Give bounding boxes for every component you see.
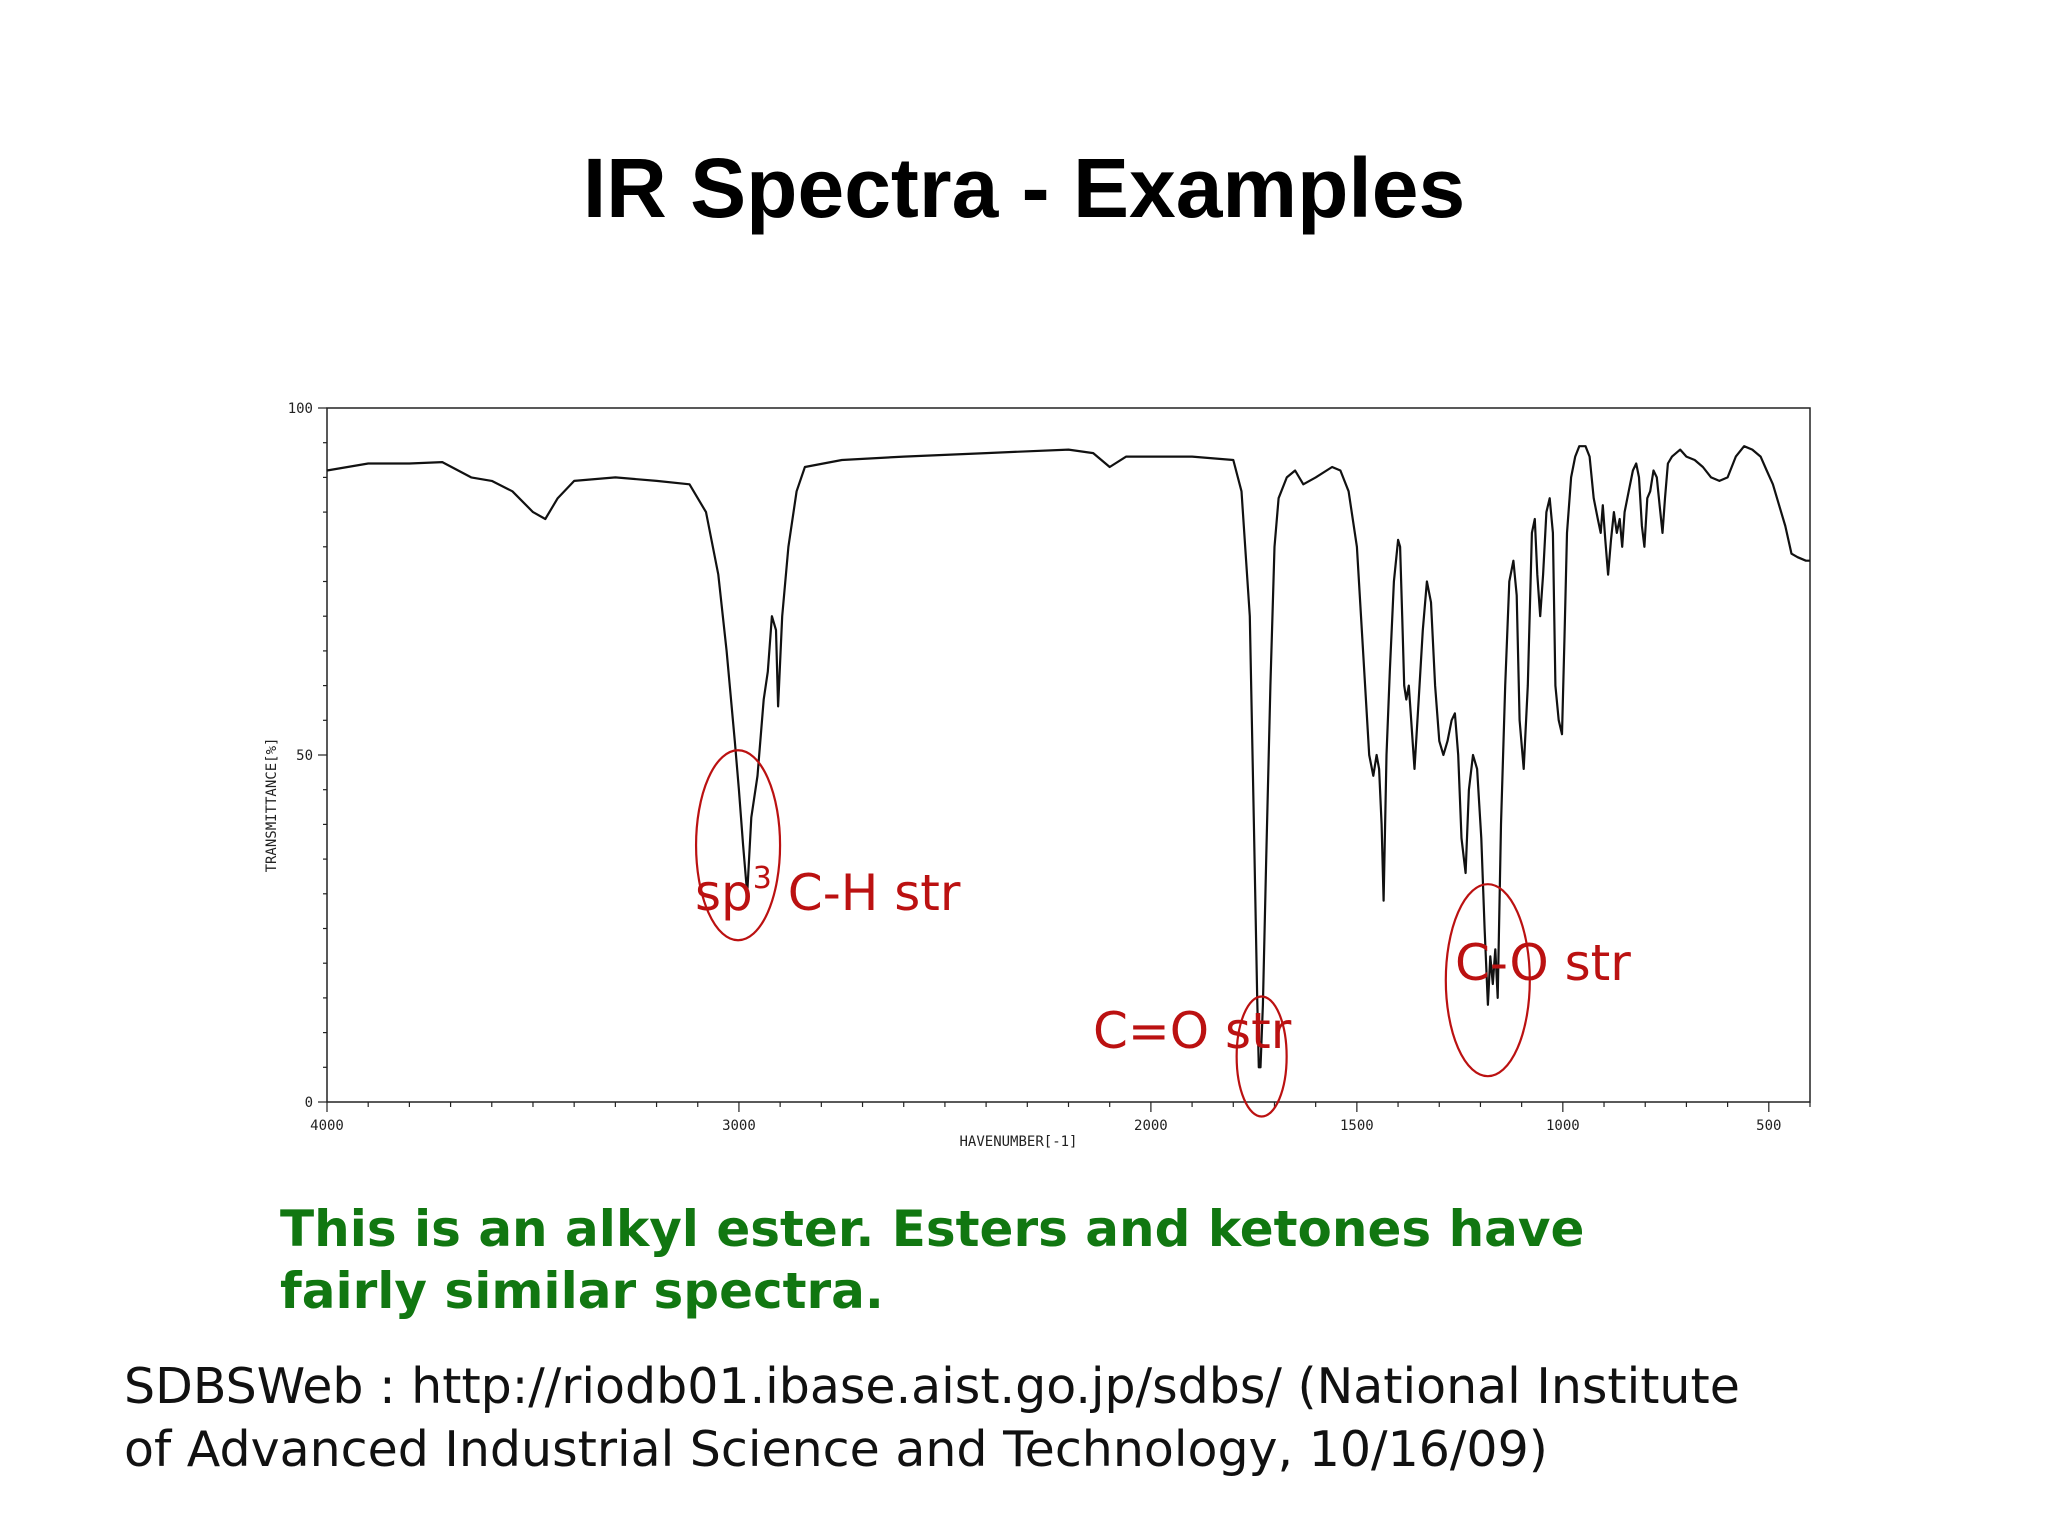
citation-line-2: of Advanced Industrial Science and Techn…	[124, 1421, 1548, 1478]
caption-line-1: This is an alkyl ester. Esters and keton…	[280, 1200, 1585, 1258]
x-tick-label: 1500	[1340, 1118, 1374, 1134]
peak-highlight-ellipse	[694, 749, 782, 942]
annotation-text-rest: C-H str	[772, 864, 961, 922]
annotation-superscript: 3	[753, 861, 772, 896]
source-citation: SDBSWeb : http://riodb01.ibase.aist.go.j…	[124, 1355, 1964, 1481]
transmittance-trace	[326, 445, 1810, 1069]
x-tick-label: 2000	[1134, 1118, 1168, 1134]
x-tick-label: 500	[1756, 1118, 1781, 1134]
citation-line-1: SDBSWeb : http://riodb01.ibase.aist.go.j…	[124, 1358, 1740, 1415]
peak-highlight-ellipse	[1235, 995, 1288, 1118]
peak-annotation-label: sp3 C-H str	[695, 861, 961, 922]
y-tick-label: 100	[288, 401, 313, 417]
y-tick-label: 0	[305, 1095, 313, 1111]
peak-annotation-label: C=O str	[1093, 1002, 1292, 1060]
peak-highlight-ellipse	[1444, 883, 1531, 1078]
y-tick-label: 50	[296, 748, 313, 764]
x-tick-label: 3000	[722, 1118, 756, 1134]
slide-caption: This is an alkyl ester. Esters and keton…	[280, 1198, 1780, 1322]
peak-annotation-label: C-O str	[1455, 934, 1631, 992]
x-tick-label: 4000	[310, 1118, 344, 1134]
peak-annotations: sp3 C-H str C=O str C-O str	[694, 749, 1631, 1118]
annotation-text: sp	[695, 864, 753, 922]
annotation-text: C-O str	[1455, 934, 1631, 992]
x-tick-label: 1000	[1546, 1118, 1580, 1134]
y-axis-label: TRANSMITTANCE[%]	[264, 738, 280, 873]
axis-ticks: 4000 3000 2000 1500 1000 500 0 50 100 HAVENUMBER[…	[264, 401, 1811, 1150]
caption-line-2: fairly similar spectra.	[280, 1262, 884, 1320]
x-axis-label: HAVENUMBER[-1]	[959, 1134, 1077, 1150]
slide-title: IR Spectra - Examples	[582, 141, 1466, 235]
annotation-text: C=O str	[1093, 1002, 1292, 1060]
